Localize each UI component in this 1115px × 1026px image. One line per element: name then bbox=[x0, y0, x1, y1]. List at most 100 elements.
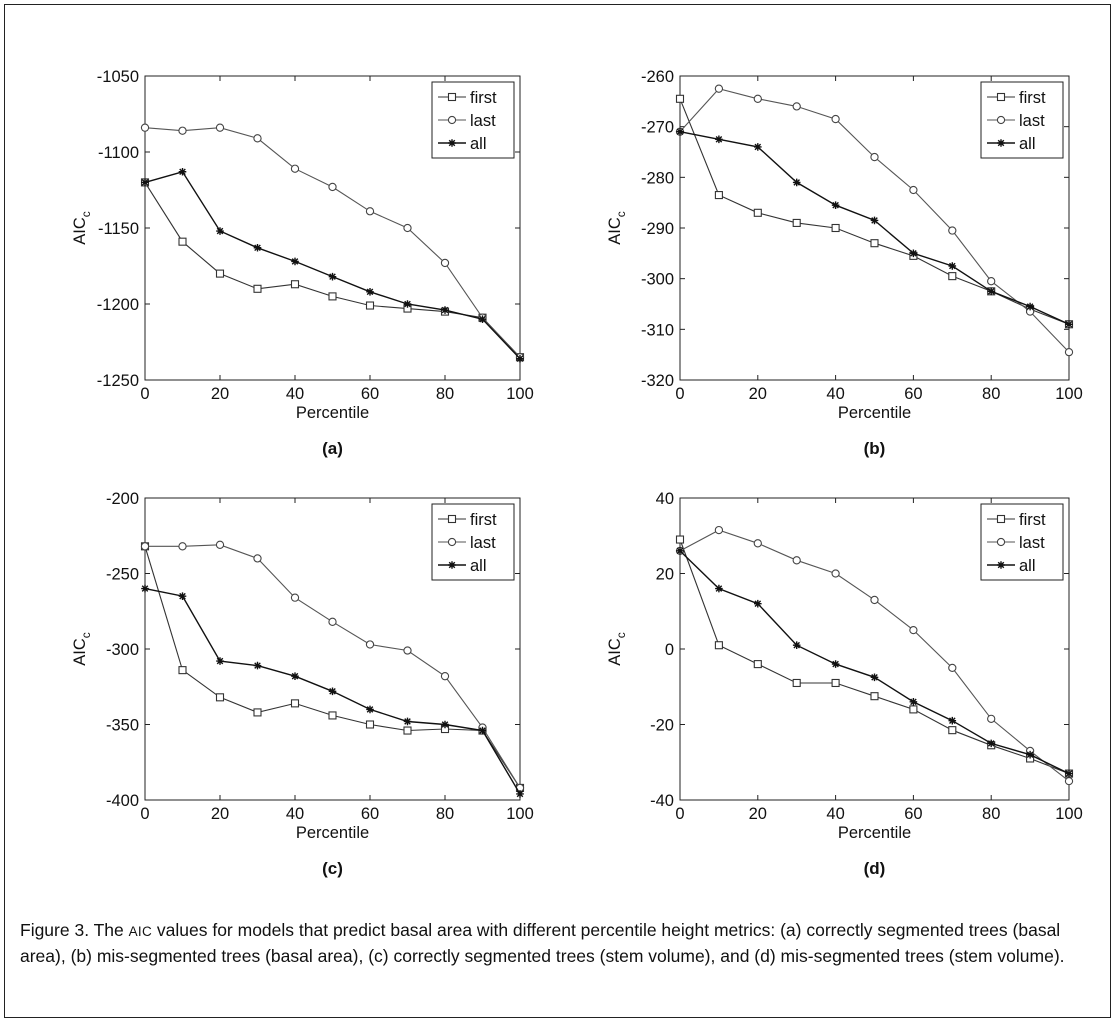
data-point-all bbox=[909, 249, 918, 258]
x-tick-label: 100 bbox=[506, 805, 534, 823]
data-point-first bbox=[290, 280, 300, 289]
data-point-last bbox=[987, 714, 996, 723]
legend-marker-first bbox=[996, 514, 1006, 524]
charts-svg: 0 20 40 60 80 100 -1050 -1100 -1150 -1200 -1250 Per… bbox=[71, 68, 1083, 878]
caption-aic: AIC bbox=[128, 924, 153, 939]
x-tick-label: 80 bbox=[436, 385, 454, 403]
legend-marker-all bbox=[997, 139, 1005, 147]
data-point-last bbox=[140, 542, 150, 551]
y-axis-label-sub: c bbox=[79, 211, 93, 217]
y-tick-label: -270 bbox=[641, 119, 674, 137]
data-point-first bbox=[215, 693, 225, 702]
data-point-last bbox=[215, 123, 225, 132]
data-point-last bbox=[290, 164, 300, 173]
data-point-first bbox=[290, 699, 300, 708]
data-point-last bbox=[253, 134, 262, 143]
data-point-first bbox=[792, 218, 801, 227]
data-point-first bbox=[948, 272, 957, 281]
legend-label-all: all bbox=[1019, 135, 1036, 153]
legend-label-first: first bbox=[470, 511, 497, 529]
data-point-all bbox=[253, 243, 262, 252]
y-tick-label: -300 bbox=[106, 641, 139, 659]
data-point-first bbox=[714, 191, 723, 200]
data-point-all bbox=[216, 657, 224, 665]
data-point-last bbox=[365, 207, 375, 216]
data-point-last bbox=[290, 593, 300, 602]
data-point-all bbox=[715, 135, 723, 144]
data-point-all bbox=[141, 584, 149, 593]
chart-panel-1: 0 20 40 60 80 100 -1050 -1100 -1150 -1200 -1250 Per… bbox=[71, 68, 534, 458]
data-point-all bbox=[754, 599, 762, 608]
x-tick-label: 20 bbox=[211, 805, 229, 823]
y-tick-label: -40 bbox=[650, 792, 674, 810]
y-axis-label-main: AIC bbox=[71, 217, 89, 245]
legend-label-first: first bbox=[1019, 89, 1046, 107]
legend-marker-last bbox=[996, 115, 1006, 125]
data-point-all bbox=[328, 687, 337, 696]
data-point-all bbox=[987, 287, 995, 296]
figure-caption: Figure 3. The AIC values for models that… bbox=[20, 918, 1095, 968]
data-point-last bbox=[714, 525, 724, 535]
x-tick-label: 20 bbox=[749, 805, 767, 823]
y-tick-label: -280 bbox=[641, 169, 674, 187]
data-point-all bbox=[676, 127, 684, 136]
data-point-last bbox=[403, 646, 412, 655]
data-point-first bbox=[948, 726, 957, 735]
y-axis-label-main: AIC bbox=[606, 638, 624, 666]
legend-label-first: first bbox=[1019, 511, 1046, 529]
data-point-all bbox=[870, 216, 879, 225]
y-tick-label: -300 bbox=[641, 271, 674, 289]
data-point-first bbox=[870, 239, 879, 248]
x-tick-label: 60 bbox=[904, 385, 922, 403]
y-tick-label: -200 bbox=[106, 490, 139, 508]
data-point-all bbox=[366, 705, 374, 714]
chart-panel-3: 0 20 40 60 80 100 -200 -250 -300 -350 -400 Percenti… bbox=[71, 490, 534, 878]
x-tick-label: 80 bbox=[982, 805, 1000, 823]
y-tick-label: -400 bbox=[106, 792, 139, 810]
data-point-all bbox=[754, 143, 762, 151]
x-tick-label: 40 bbox=[826, 805, 844, 823]
data-point-all bbox=[792, 178, 801, 187]
data-point-first bbox=[675, 535, 685, 544]
data-point-last bbox=[909, 625, 918, 635]
y-tick-label: -320 bbox=[641, 372, 674, 390]
y-axis-label-sub: c bbox=[614, 632, 628, 638]
data-point-first bbox=[831, 223, 840, 233]
data-point-last bbox=[328, 617, 337, 626]
data-point-all bbox=[909, 698, 918, 706]
data-point-all bbox=[948, 716, 957, 725]
data-point-first bbox=[714, 641, 723, 650]
data-point-all bbox=[178, 167, 187, 176]
data-point-last bbox=[948, 663, 957, 673]
chart-panel-4: 0 20 40 60 80 100 40 20 0 -20 -40 Percentile AICc fir… bbox=[606, 490, 1083, 878]
data-point-all bbox=[516, 790, 524, 798]
data-point-last bbox=[1064, 347, 1074, 357]
data-point-last bbox=[328, 182, 337, 192]
legend-marker-all bbox=[448, 139, 456, 147]
x-axis-label: Percentile bbox=[838, 824, 911, 842]
data-point-last bbox=[403, 223, 412, 233]
data-point-first bbox=[675, 94, 685, 103]
data-point-all bbox=[831, 660, 840, 668]
data-point-all bbox=[366, 288, 374, 296]
y-axis-label-main: AIC bbox=[606, 217, 624, 245]
data-point-first bbox=[328, 292, 337, 301]
legend-marker-all bbox=[448, 561, 456, 569]
legend-label-last: last bbox=[1019, 112, 1045, 130]
x-tick-label: 0 bbox=[675, 805, 684, 823]
data-point-all bbox=[291, 672, 299, 680]
x-tick-label: 60 bbox=[361, 805, 379, 823]
y-axis-label: AICc bbox=[606, 632, 628, 666]
x-axis-label: Percentile bbox=[296, 404, 369, 422]
data-point-all bbox=[516, 354, 524, 363]
y-axis-label-sub: c bbox=[79, 632, 93, 638]
data-point-last bbox=[753, 539, 762, 548]
data-point-last bbox=[714, 84, 724, 93]
x-tick-label: 80 bbox=[436, 805, 454, 823]
x-tick-label: 40 bbox=[286, 385, 304, 403]
legend-marker-last bbox=[996, 537, 1006, 547]
data-point-all bbox=[403, 300, 412, 308]
data-point-all bbox=[441, 720, 449, 729]
data-point-all bbox=[291, 257, 299, 266]
data-point-last bbox=[792, 556, 801, 565]
